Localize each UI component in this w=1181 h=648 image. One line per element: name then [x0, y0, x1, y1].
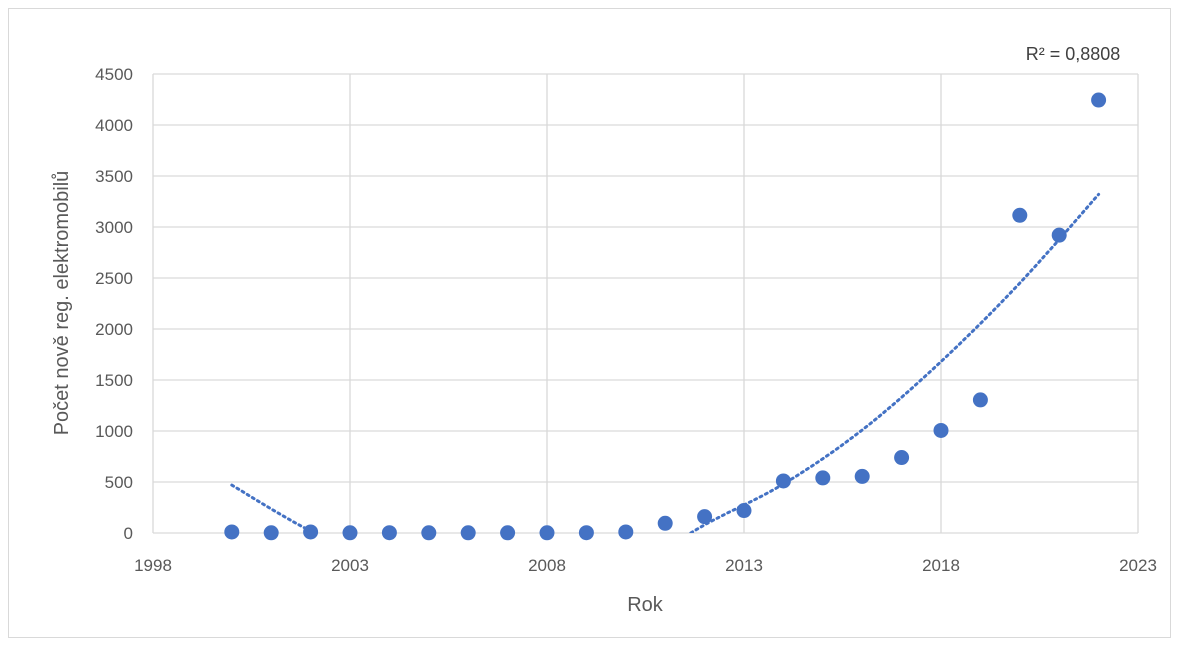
data-point: [303, 524, 319, 540]
data-point: [381, 525, 397, 541]
data-point: [578, 525, 594, 541]
y-tick-label: 3500: [95, 167, 133, 186]
x-tick-labels: 1998 2003 2008 2013 2018 2023: [134, 556, 1157, 575]
data-point: [815, 470, 831, 486]
data-point: [421, 525, 437, 541]
y-tick-label: 2000: [95, 320, 133, 339]
data-point: [854, 468, 870, 484]
y-tick-label: 4000: [95, 116, 133, 135]
x-tick-label: 2008: [528, 556, 566, 575]
grid-lines: [152, 73, 1139, 534]
y-axis-title: Počet nově reg. elektromobilů: [51, 171, 73, 436]
data-point: [657, 515, 673, 531]
r-squared-label: R² = 0,8808: [1026, 44, 1121, 64]
y-tick-label: 500: [105, 473, 133, 492]
x-tick-label: 2018: [922, 556, 960, 575]
y-tick-label: 1000: [95, 422, 133, 441]
y-tick-label: 2500: [95, 269, 133, 288]
y-tick-label: 1500: [95, 371, 133, 390]
data-point: [933, 422, 949, 438]
data-point: [1051, 227, 1067, 243]
y-tick-labels: 0 500 1000 1500 2000 2500 3000 3500 4000 4500: [95, 65, 133, 543]
data-point: [618, 524, 634, 540]
x-tick-label: 1998: [134, 556, 172, 575]
data-points: [224, 92, 1107, 541]
data-point: [697, 509, 713, 525]
y-tick-label: 0: [124, 524, 133, 543]
data-point: [736, 503, 752, 519]
x-tick-label: 2013: [725, 556, 763, 575]
data-point: [539, 525, 555, 541]
x-tick-label: 2023: [1119, 556, 1157, 575]
data-point: [224, 524, 240, 540]
data-point: [1012, 207, 1028, 223]
data-point: [894, 450, 910, 466]
x-tick-label: 2003: [331, 556, 369, 575]
data-point: [263, 525, 279, 541]
x-axis-title: Rok: [627, 594, 664, 616]
data-point: [500, 525, 516, 541]
y-tick-label: 3000: [95, 218, 133, 237]
y-tick-label: 4500: [95, 65, 133, 84]
data-point: [342, 525, 358, 541]
trendline: [230, 192, 1101, 533]
data-point: [460, 525, 476, 541]
trendline-path: [230, 192, 1101, 533]
data-point: [972, 392, 988, 408]
data-point: [775, 473, 791, 489]
data-point: [1091, 92, 1107, 108]
